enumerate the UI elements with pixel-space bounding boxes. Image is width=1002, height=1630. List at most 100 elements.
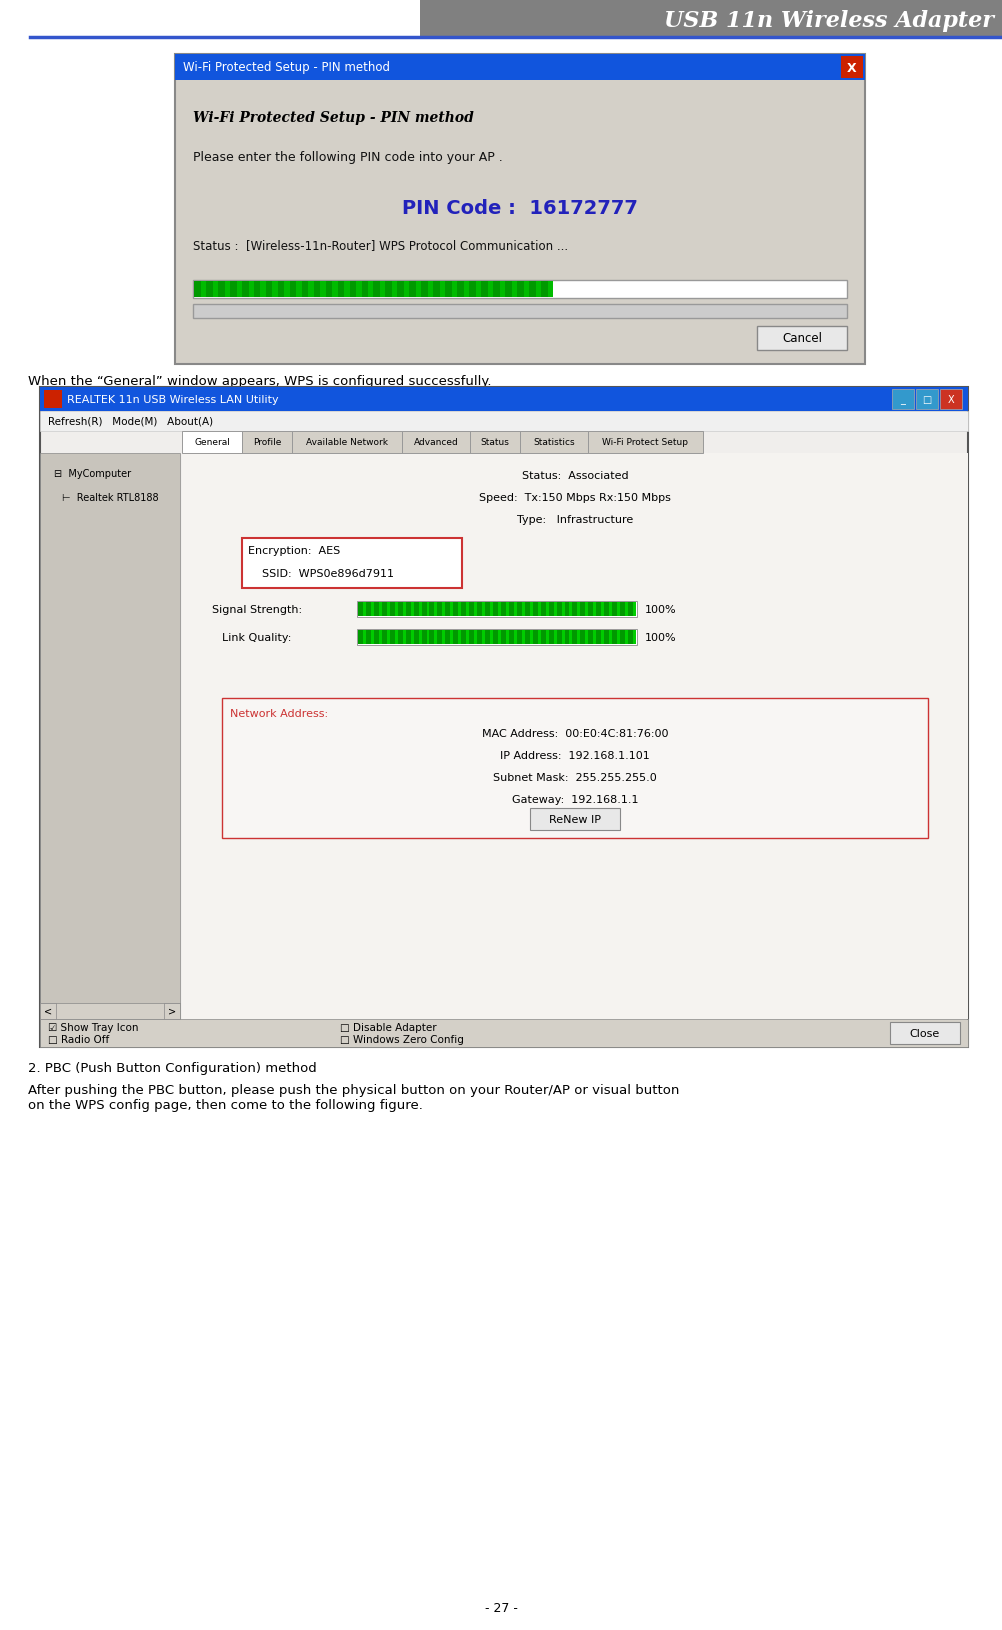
Text: MAC Address:  00:E0:4C:81:76:00: MAC Address: 00:E0:4C:81:76:00 <box>482 729 668 738</box>
Bar <box>366 603 371 616</box>
Bar <box>530 808 620 831</box>
Bar <box>940 390 962 409</box>
Bar <box>422 603 427 616</box>
Bar <box>572 631 577 644</box>
Text: REALTEK 11n USB Wireless LAN Utility: REALTEK 11n USB Wireless LAN Utility <box>67 394 279 404</box>
Text: Available Network: Available Network <box>306 438 388 447</box>
Bar <box>182 453 968 1019</box>
Bar <box>529 282 536 298</box>
Bar <box>362 282 368 298</box>
Bar <box>44 391 62 409</box>
Bar <box>485 631 490 644</box>
Text: - 27 -: - 27 - <box>485 1602 517 1614</box>
Bar <box>366 631 371 644</box>
Text: ⊢  Realtek RTL8188: ⊢ Realtek RTL8188 <box>62 492 158 502</box>
Bar <box>892 390 914 409</box>
Text: General: General <box>194 438 229 447</box>
Bar <box>358 603 363 616</box>
Text: Advanced: Advanced <box>414 438 458 447</box>
Text: Wi-Fi Protected Setup - PIN method: Wi-Fi Protected Setup - PIN method <box>193 111 474 126</box>
Bar <box>841 57 863 78</box>
Bar <box>445 631 450 644</box>
Bar <box>40 388 968 1048</box>
Text: <: < <box>44 1006 52 1017</box>
Bar <box>217 282 224 298</box>
Bar <box>382 631 387 644</box>
Bar <box>469 631 474 644</box>
Bar <box>40 388 968 412</box>
Bar <box>477 631 482 644</box>
Bar <box>588 432 703 453</box>
Bar <box>916 390 938 409</box>
Bar <box>206 282 212 298</box>
Bar <box>588 603 593 616</box>
Text: Profile: Profile <box>253 438 282 447</box>
Bar <box>398 282 404 298</box>
Bar <box>40 1004 180 1019</box>
Bar <box>469 603 474 616</box>
Text: Gateway:  192.168.1.1: Gateway: 192.168.1.1 <box>512 794 638 805</box>
Bar <box>292 432 402 453</box>
Bar <box>505 282 512 298</box>
Bar <box>222 699 928 838</box>
Bar <box>461 603 466 616</box>
Text: Please enter the following PIN code into your AP .: Please enter the following PIN code into… <box>193 152 503 165</box>
Bar <box>357 629 637 645</box>
Text: Subnet Mask:  255.255.255.0: Subnet Mask: 255.255.255.0 <box>493 773 657 782</box>
Bar <box>628 631 633 644</box>
Bar <box>229 282 236 298</box>
Bar <box>470 432 520 453</box>
Text: X: X <box>948 394 954 404</box>
Bar <box>175 55 865 365</box>
Text: >: > <box>168 1006 176 1017</box>
Text: □ Radio Off: □ Radio Off <box>48 1035 109 1045</box>
Text: Cancel: Cancel <box>782 333 822 346</box>
Text: Refresh(R)   Mode(M)   About(A): Refresh(R) Mode(M) About(A) <box>48 417 213 427</box>
Bar <box>596 603 601 616</box>
Bar <box>40 453 180 1019</box>
Text: After pushing the PBC button, please push the physical button on your Router/AP : After pushing the PBC button, please pus… <box>28 1084 679 1112</box>
Bar <box>390 631 395 644</box>
Bar <box>501 631 506 644</box>
Bar <box>194 282 200 298</box>
Bar <box>525 603 530 616</box>
Bar <box>302 282 309 298</box>
Text: When the “General” window appears, WPS is configured successfully.: When the “General” window appears, WPS i… <box>28 375 492 388</box>
Bar <box>541 603 546 616</box>
Bar <box>556 603 561 616</box>
Text: Statistics: Statistics <box>533 438 575 447</box>
Bar <box>517 282 524 298</box>
Bar <box>358 631 636 644</box>
Bar <box>564 603 569 616</box>
Bar <box>350 282 357 298</box>
Bar <box>175 55 865 82</box>
Bar <box>457 282 464 298</box>
Text: Status: Status <box>481 438 509 447</box>
Text: Network Address:: Network Address: <box>230 709 328 719</box>
Bar <box>612 631 617 644</box>
Bar <box>445 603 450 616</box>
Bar <box>549 603 553 616</box>
Text: □ Disable Adapter: □ Disable Adapter <box>340 1022 437 1032</box>
Bar <box>182 432 242 453</box>
Text: Status :  [Wireless-11n-Router] WPS Protocol Communication ...: Status : [Wireless-11n-Router] WPS Proto… <box>193 240 568 253</box>
Bar <box>517 631 522 644</box>
Bar <box>406 603 411 616</box>
Bar <box>477 603 482 616</box>
Bar <box>420 0 1002 37</box>
Text: USB 11n Wireless Adapter: USB 11n Wireless Adapter <box>664 10 994 33</box>
Bar <box>517 603 522 616</box>
Text: SSID:  WPS0e896d7911: SSID: WPS0e896d7911 <box>262 569 394 579</box>
Bar <box>445 282 452 298</box>
Text: Wi-Fi Protected Setup - PIN method: Wi-Fi Protected Setup - PIN method <box>183 62 390 75</box>
Bar <box>266 282 273 298</box>
Bar <box>242 538 462 588</box>
Bar <box>382 603 387 616</box>
Bar <box>757 326 847 350</box>
Bar <box>549 631 553 644</box>
Bar <box>358 603 636 616</box>
Bar <box>525 631 530 644</box>
Text: Encryption:  AES: Encryption: AES <box>248 546 341 556</box>
Bar <box>485 603 490 616</box>
Bar <box>386 282 392 298</box>
